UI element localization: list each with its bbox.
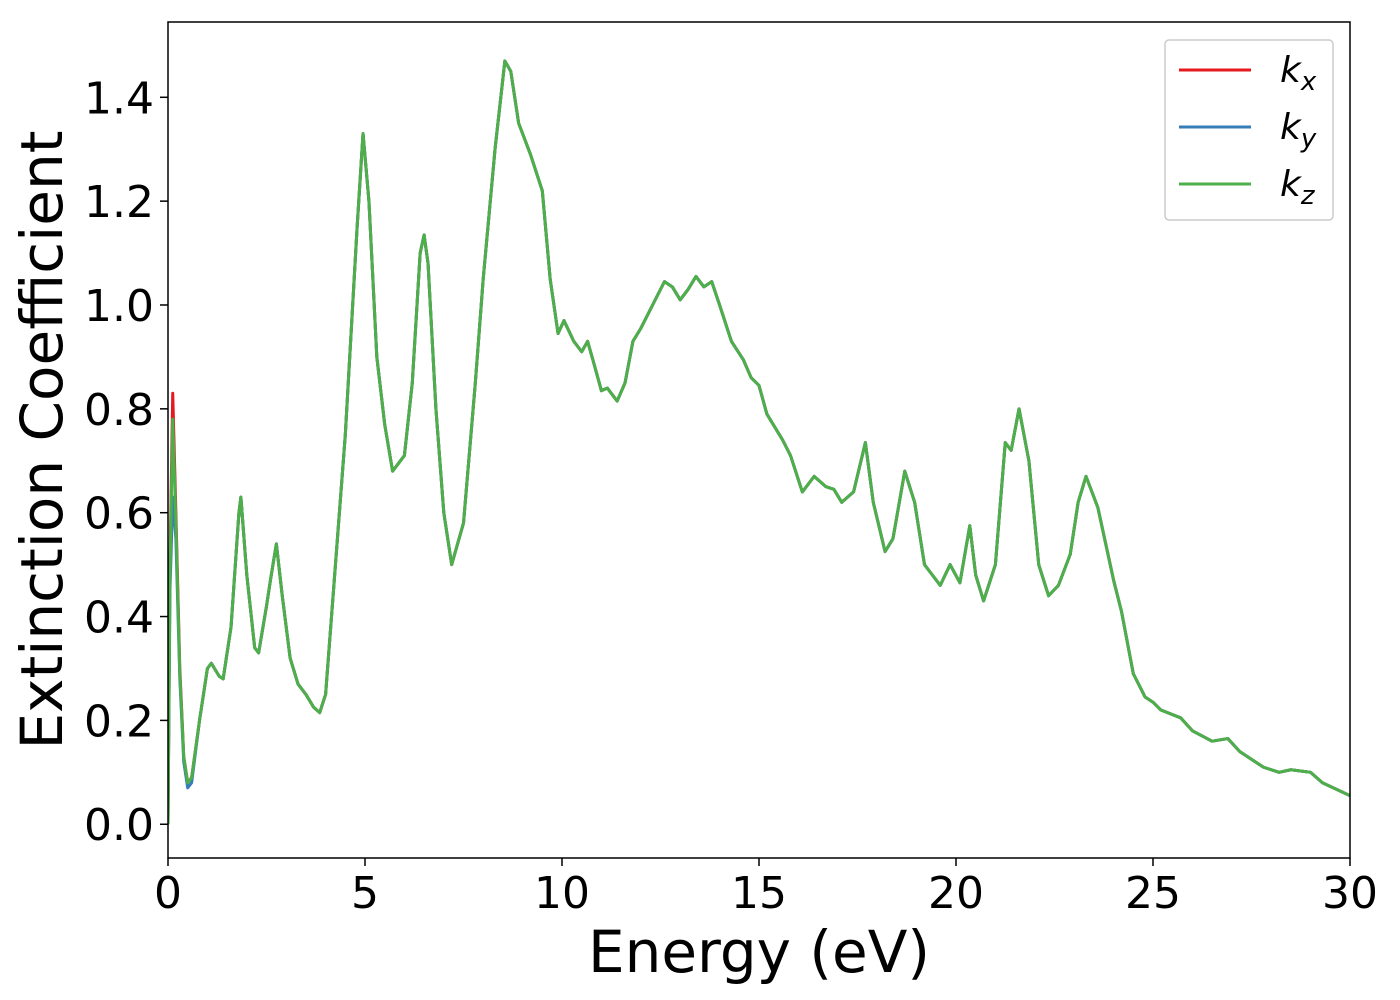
x-tick-label: 15 — [731, 868, 787, 919]
x-tick-label: 5 — [351, 868, 379, 919]
y-tick-label: 1.0 — [84, 281, 154, 332]
legend-box — [1164, 39, 1334, 221]
y-tick-label: 1.4 — [84, 73, 154, 124]
legend-label: kx — [1280, 50, 1317, 97]
y-axis-label: Extinction Coefficient — [8, 131, 76, 750]
plot-frame — [167, 21, 1351, 859]
legend-label: ky — [1280, 107, 1317, 154]
x-tick-label: 30 — [1322, 868, 1378, 919]
x-tick-label: 0 — [154, 868, 182, 919]
x-tick-label: 25 — [1125, 868, 1181, 919]
y-tick-label: 1.2 — [84, 177, 154, 228]
y-tick-label: 0.4 — [84, 593, 154, 644]
x-tick-label: 10 — [534, 868, 590, 919]
x-axis-label: Energy (eV) — [588, 918, 930, 986]
y-tick-label: 0.0 — [84, 800, 154, 851]
y-tick-label: 0.2 — [84, 696, 154, 747]
legend-label: kz — [1280, 164, 1316, 211]
y-tick-label: 0.8 — [84, 385, 154, 436]
x-tick-label: 20 — [928, 868, 984, 919]
data-line — [168, 59, 1350, 825]
y-tick-label: 0.6 — [84, 489, 154, 540]
